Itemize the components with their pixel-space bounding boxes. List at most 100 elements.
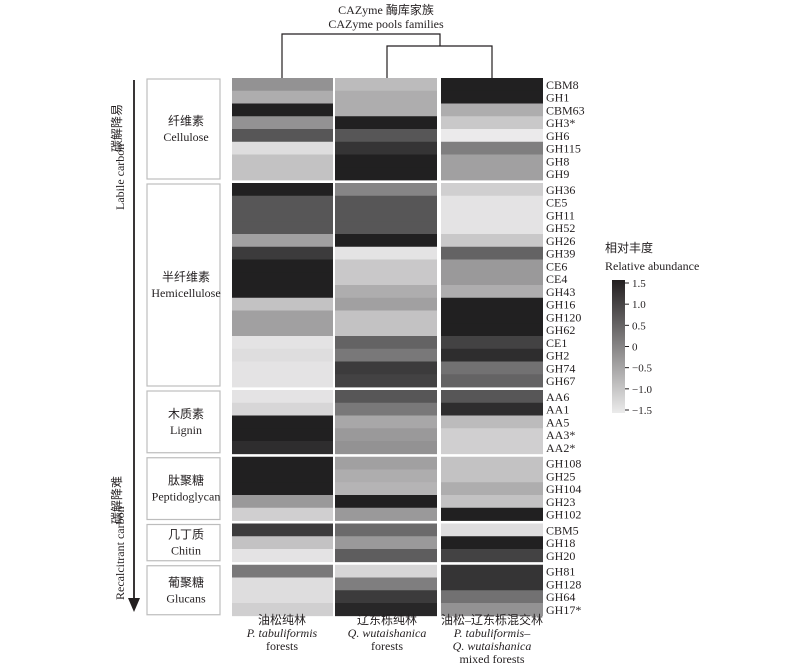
heatmap-cell: [232, 234, 333, 248]
heatmap-cell: [335, 336, 437, 350]
heatmap-cell: [335, 549, 437, 563]
heatmap-cell: [335, 297, 437, 311]
group-label-en: Chitin: [171, 544, 201, 558]
group-label-cn: 木质素: [168, 407, 204, 421]
heatmap-cell: [441, 167, 543, 181]
heatmap-cell: [335, 323, 437, 337]
heatmap-cell: [335, 221, 437, 235]
heatmap-cell: [441, 221, 543, 235]
heatmap-cell: [441, 361, 543, 375]
heatmap-cell: [232, 415, 333, 429]
heatmap-cell: [232, 141, 333, 155]
heatmap-cell: [335, 103, 437, 117]
heatmap-cell: [232, 590, 333, 604]
group-label-en: Cellulose: [163, 130, 208, 144]
heatmap-cell: [441, 549, 543, 563]
row-label: GH18: [546, 536, 575, 550]
column-label-en: forests: [371, 639, 403, 653]
row-label: GH26: [546, 234, 575, 248]
column-label-latin-2: Q. wutaishanica: [453, 639, 532, 653]
row-label: AA3*: [546, 428, 575, 442]
row-labels: CBM8GH1CBM63GH3*GH6GH115GH8GH9GH36CE5GH1…: [546, 78, 585, 617]
carbon-gradient-axis: 碳解降易 Labile carbon 碳解降难 Recalcitrant car…: [110, 80, 140, 612]
heatmap-cell: [441, 441, 543, 455]
axis-bottom-label-cn: 碳解降难: [110, 476, 124, 524]
group-label-cn: 半纤维素: [162, 270, 210, 284]
heatmap-cell: [441, 208, 543, 222]
heatmap-cell: [441, 103, 543, 117]
heatmap-cell: [441, 195, 543, 209]
heatmap-cell: [441, 348, 543, 362]
heatmap-cell: [335, 603, 437, 617]
row-label: GH108: [546, 457, 581, 471]
row-label: GH20: [546, 549, 575, 563]
colorbar-tick-label: −1.0: [632, 384, 652, 396]
heatmap-cell: [232, 272, 333, 286]
group-label-en: Hemicellulose: [151, 286, 220, 300]
heatmap-cell: [441, 590, 543, 604]
column-label-cn: 油松纯林: [258, 613, 306, 627]
heatmap-cell: [441, 374, 543, 388]
heatmap-cell: [232, 456, 333, 470]
heatmap-cell: [335, 310, 437, 324]
heatmap-cell: [441, 495, 543, 509]
heatmap-cell: [232, 297, 333, 311]
group-box: [146, 183, 221, 387]
group-label-en: Peptidoglycan: [152, 490, 221, 504]
heatmap-cell: [232, 310, 333, 324]
heatmap-cell: [232, 90, 333, 104]
heatmap-cell: [335, 361, 437, 375]
heatmap-cell: [441, 246, 543, 260]
row-label: AA2*: [546, 441, 575, 455]
column-label-latin: P. tabuliformis–: [453, 626, 531, 640]
row-label: GH43: [546, 285, 575, 299]
heatmap-cell: [441, 469, 543, 483]
colorbar-gradient-bar: [612, 280, 625, 413]
group-label-cn: 葡聚糖: [168, 574, 204, 589]
row-label: CBM5: [546, 523, 579, 537]
row-label: CE1: [546, 336, 567, 350]
row-label: GH52: [546, 221, 575, 235]
heatmap-cell: [441, 523, 543, 537]
heatmap-cell: [441, 402, 543, 416]
chart-title-en: CAZyme pools families: [328, 17, 444, 31]
group-box: [146, 565, 221, 616]
axis-top-label-cn: 碳解降易: [110, 104, 124, 152]
column-label-cn: 辽东栎纯林: [357, 613, 417, 627]
row-label: CBM63: [546, 103, 585, 117]
row-label: GH23: [546, 495, 575, 509]
heatmap-cell: [441, 428, 543, 442]
colorbar-tick-label: 0: [632, 342, 638, 354]
heatmap-cell: [232, 195, 333, 209]
colorbar-tick-label: −0.5: [632, 363, 652, 375]
heatmap-cell: [232, 285, 333, 299]
group-box: [146, 523, 221, 562]
group-label-cn: 肽聚糖: [168, 473, 204, 488]
row-label: GH36: [546, 183, 575, 197]
heatmap-cell: [232, 482, 333, 496]
heatmap-cell: [335, 259, 437, 273]
row-label: GH62: [546, 323, 575, 337]
heatmap-cell: [232, 495, 333, 509]
axis-bottom-label-en: Recalcitrant carbon: [113, 506, 127, 600]
row-label: GH8: [546, 154, 569, 168]
row-label: GH39: [546, 247, 575, 261]
row-label: AA6: [546, 390, 569, 404]
row-label: GH120: [546, 310, 581, 324]
dendrogram-cluster-branch: [386, 45, 493, 78]
heatmap-cell: [232, 78, 333, 92]
heatmap-cell: [335, 141, 437, 155]
heatmap-cell: [232, 246, 333, 260]
heatmap-cell: [441, 90, 543, 104]
row-label: GH11: [546, 208, 575, 222]
heatmap-cell: [232, 428, 333, 442]
heatmap-cell: [232, 374, 333, 388]
colorbar-legend: 相对丰度 Relative abundance 1.5 1.0 0.5 0 −0.5 −1…: [605, 240, 699, 417]
heatmap-cell: [441, 564, 543, 578]
heatmap-cell: [441, 129, 543, 143]
column-label-en: mixed forests: [460, 652, 525, 666]
heatmap-cell: [335, 536, 437, 550]
row-label: GH81: [546, 565, 575, 579]
